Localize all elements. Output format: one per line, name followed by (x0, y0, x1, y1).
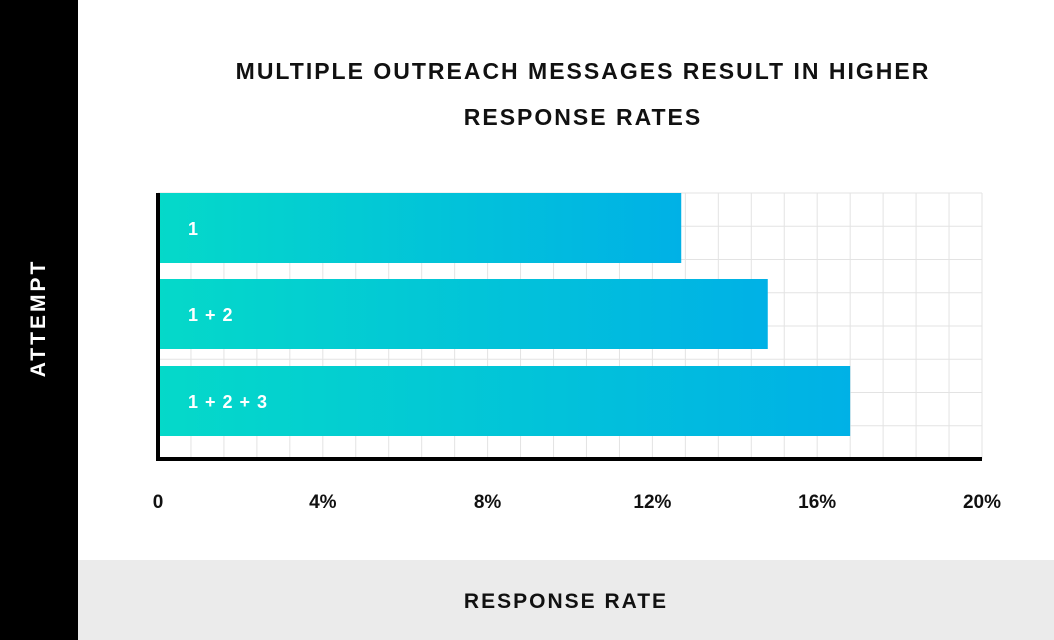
bar-2 (158, 279, 768, 349)
x-axis-title: RESPONSE RATE (463, 590, 669, 613)
axes (156, 193, 982, 461)
x-axis-band: RESPONSE RATE (78, 560, 1054, 640)
y-axis-band: ATTEMPT (0, 0, 78, 640)
chart-title-line-1: MULTIPLE OUTREACH MESSAGES RESULT IN HIG… (235, 58, 931, 84)
x-tick-label: 4% (309, 492, 337, 513)
x-tick-label: 20% (963, 492, 1001, 513)
bar-label-2: 1 + 2 (188, 305, 234, 325)
bar-3 (158, 366, 851, 436)
x-tick-label: 16% (798, 492, 836, 513)
bars: 1 1 + 2 1 + 2 + 3 (158, 193, 851, 436)
x-tick-label: 0 (153, 492, 164, 513)
chart-title-line-2: RESPONSE RATES (463, 104, 703, 130)
x-tick-labels: 0 4% 8% 12% 16% 20% (153, 492, 1001, 513)
bar-1 (158, 193, 682, 263)
bar-label-1: 1 (188, 219, 199, 239)
bar-label-3: 1 + 2 + 3 (188, 392, 268, 412)
chart-plot: 1 1 + 2 1 + 2 + 3 0 4% 8% 12% 16% 20% (153, 192, 1001, 513)
chart-title: MULTIPLE OUTREACH MESSAGES RESULT IN HIG… (78, 48, 1054, 140)
x-tick-label: 12% (633, 492, 671, 513)
x-tick-label: 8% (474, 492, 502, 513)
